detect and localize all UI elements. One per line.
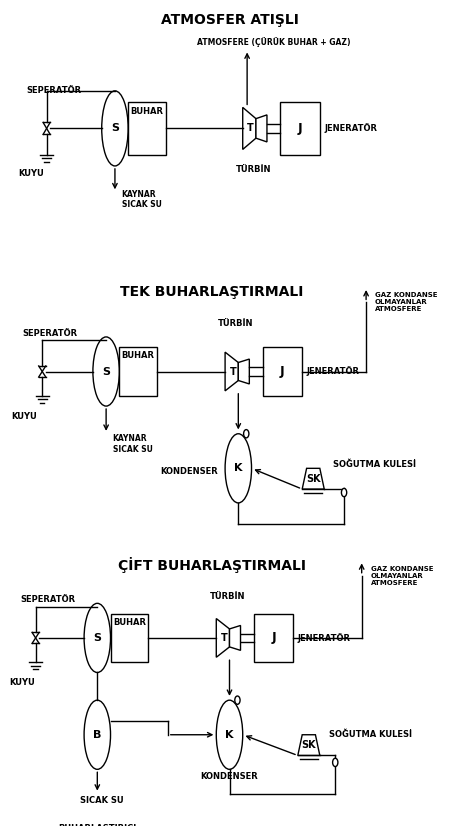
Bar — [111, 614, 148, 662]
Text: BUHAR: BUHAR — [130, 107, 163, 116]
Text: T: T — [221, 633, 228, 643]
Text: ÇİFT BUHARLAŞTIRMALI: ÇİFT BUHARLAŞTIRMALI — [118, 558, 306, 573]
Ellipse shape — [84, 603, 111, 672]
Polygon shape — [230, 625, 241, 650]
Text: JENERATÖR: JENERATÖR — [324, 123, 377, 133]
Polygon shape — [256, 115, 267, 142]
Text: J: J — [280, 365, 285, 378]
Ellipse shape — [93, 337, 119, 406]
Text: J: J — [271, 631, 276, 644]
Text: T: T — [247, 123, 254, 134]
Text: KAYNAR
SICAK SU: KAYNAR SICAK SU — [113, 434, 152, 453]
Circle shape — [235, 696, 240, 705]
Text: GAZ KONDANSE
OLMAYANLAR
ATMOSFERE: GAZ KONDANSE OLMAYANLAR ATMOSFERE — [375, 292, 437, 312]
Text: TÜRBİN: TÜRBİN — [210, 592, 245, 601]
Text: BUHAR: BUHAR — [122, 351, 155, 360]
Text: BUHAR: BUHAR — [113, 618, 146, 626]
Text: SEPERATÖR: SEPERATÖR — [27, 87, 82, 95]
Polygon shape — [243, 107, 256, 150]
Text: BUHARLAŞTIRICI: BUHARLAŞTIRICI — [58, 824, 136, 826]
Bar — [280, 102, 320, 154]
Text: KAYNAR
SICAK SU: KAYNAR SICAK SU — [122, 190, 162, 210]
Ellipse shape — [102, 91, 128, 166]
Text: J: J — [298, 122, 302, 135]
Text: ATMOSFERE (ÇÜRÜK BUHAR + GAZ): ATMOSFERE (ÇÜRÜK BUHAR + GAZ) — [197, 37, 350, 47]
Polygon shape — [302, 468, 324, 489]
Text: B: B — [93, 729, 101, 740]
Text: T: T — [230, 367, 236, 377]
Text: JENERATÖR: JENERATÖR — [307, 367, 359, 377]
Bar — [254, 614, 293, 662]
Text: KONDENSER: KONDENSER — [201, 771, 258, 781]
Text: S: S — [102, 367, 110, 377]
Text: KONDENSER: KONDENSER — [161, 468, 218, 477]
Bar — [119, 347, 157, 396]
Ellipse shape — [225, 434, 252, 503]
Text: TÜRBİN: TÜRBİN — [236, 165, 271, 174]
Bar — [263, 347, 302, 396]
Text: SOĞUTMA KULESİ: SOĞUTMA KULESİ — [329, 730, 412, 739]
Text: SEPERATÖR: SEPERATÖR — [22, 329, 78, 338]
Polygon shape — [225, 352, 238, 391]
Text: KUYU: KUYU — [12, 412, 38, 421]
Text: JENERATÖR: JENERATÖR — [298, 633, 351, 643]
Circle shape — [333, 758, 338, 767]
Text: SOĞUTMA KULESİ: SOĞUTMA KULESİ — [333, 460, 416, 469]
Text: K: K — [234, 463, 242, 473]
Circle shape — [341, 488, 347, 496]
Text: SK: SK — [302, 740, 316, 750]
Text: TEK BUHARLAŞTIRMALI: TEK BUHARLAŞTIRMALI — [120, 285, 303, 299]
Circle shape — [244, 430, 249, 438]
Polygon shape — [216, 619, 230, 657]
Text: S: S — [111, 123, 119, 134]
Ellipse shape — [84, 700, 111, 769]
Text: KUYU: KUYU — [10, 678, 35, 687]
Text: SEPERATÖR: SEPERATÖR — [20, 596, 75, 605]
Bar — [128, 102, 166, 154]
Polygon shape — [298, 735, 320, 756]
Text: ATMOSFER ATIŞLI: ATMOSFER ATIŞLI — [161, 12, 298, 26]
Text: GAZ KONDANSE
OLMAYANLAR
ATMOSFERE: GAZ KONDANSE OLMAYANLAR ATMOSFERE — [370, 566, 433, 586]
Text: K: K — [225, 729, 234, 740]
Text: TÜRBİN: TÜRBİN — [218, 319, 254, 328]
Text: SICAK SU: SICAK SU — [80, 796, 123, 805]
Polygon shape — [238, 359, 249, 384]
Text: SK: SK — [306, 473, 320, 484]
Ellipse shape — [216, 700, 243, 769]
Text: KUYU: KUYU — [18, 169, 44, 178]
Text: S: S — [93, 633, 101, 643]
